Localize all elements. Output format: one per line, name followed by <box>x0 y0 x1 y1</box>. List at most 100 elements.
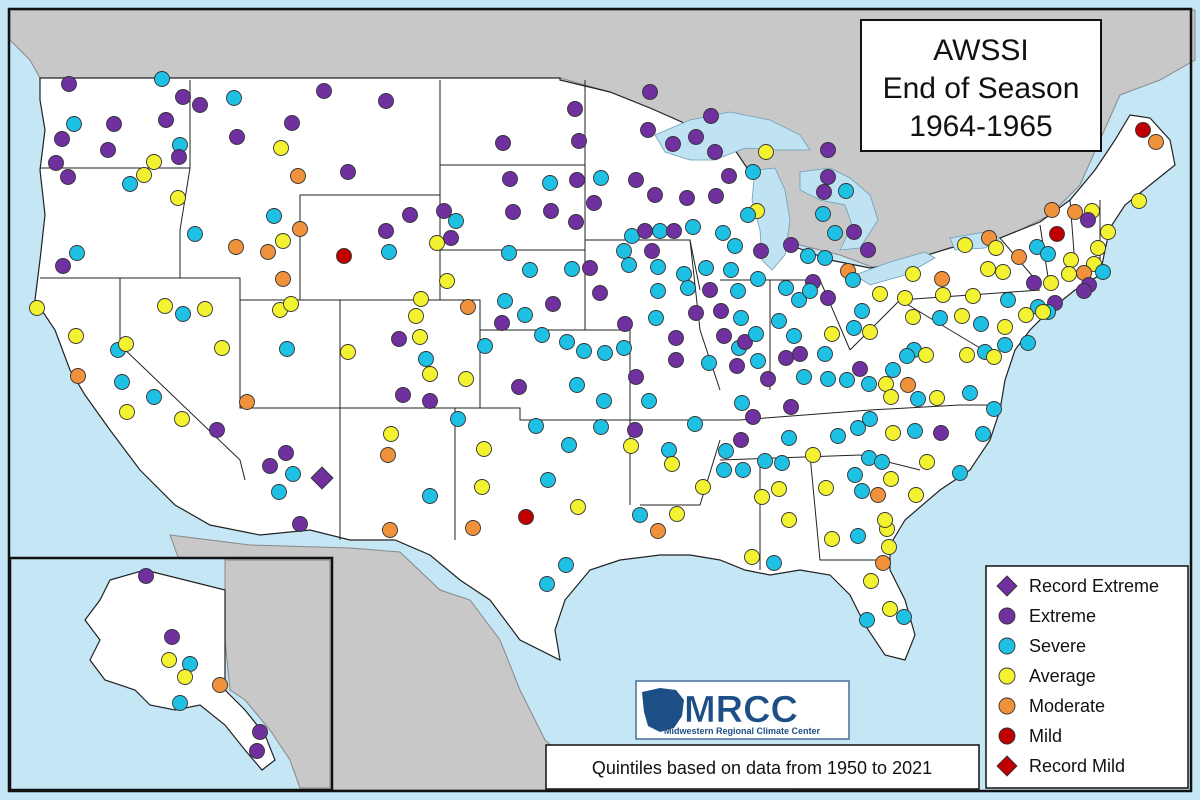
station-marker-extreme <box>617 316 633 332</box>
mrcc-logo: MRCC Midwestern Regional Climate Center <box>635 680 850 740</box>
midwest-map-icon <box>642 688 684 732</box>
station-marker-severe <box>1095 264 1111 280</box>
station-marker-average <box>439 273 455 289</box>
station-markers <box>29 71 1164 759</box>
station-marker-moderate <box>212 677 228 693</box>
station-marker-average <box>1043 275 1059 291</box>
legend-swatch-record-extreme <box>996 575 1018 597</box>
station-marker-severe <box>187 226 203 242</box>
station-marker-moderate <box>1011 249 1027 265</box>
station-marker-extreme <box>1076 283 1092 299</box>
station-marker-severe <box>501 245 517 261</box>
station-marker-severe <box>838 183 854 199</box>
station-marker-extreme <box>171 149 187 165</box>
station-marker-average <box>1061 266 1077 282</box>
station-marker-severe <box>534 327 550 343</box>
station-marker-severe <box>997 337 1013 353</box>
station-marker-average <box>744 549 760 565</box>
station-marker-severe <box>279 341 295 357</box>
station-marker-average <box>669 506 685 522</box>
station-marker-severe <box>839 372 855 388</box>
title-line-3: 1964-1965 <box>909 110 1052 143</box>
station-marker-severe <box>146 389 162 405</box>
station-marker-extreme <box>783 237 799 253</box>
station-marker-severe <box>830 428 846 444</box>
station-marker-average <box>935 287 951 303</box>
station-marker-severe <box>661 442 677 458</box>
station-marker-moderate <box>382 522 398 538</box>
station-marker-average <box>781 512 797 528</box>
station-marker-severe <box>735 462 751 478</box>
station-marker-extreme <box>391 331 407 347</box>
station-marker-extreme <box>852 361 868 377</box>
station-marker-severe <box>986 401 1002 417</box>
station-marker-average <box>413 291 429 307</box>
station-marker-average <box>570 499 586 515</box>
station-marker-average <box>174 411 190 427</box>
station-marker-extreme <box>644 243 660 259</box>
station-marker-severe <box>621 257 637 273</box>
station-marker-extreme <box>721 168 737 184</box>
station-marker-severe <box>652 223 668 239</box>
station-marker-extreme <box>494 315 510 331</box>
station-marker-extreme <box>100 142 116 158</box>
station-marker-moderate <box>239 394 255 410</box>
station-marker-extreme <box>567 101 583 117</box>
station-marker-severe <box>477 338 493 354</box>
station-marker-extreme <box>846 224 862 240</box>
station-marker-severe <box>820 371 836 387</box>
station-marker-severe <box>381 244 397 260</box>
station-marker-average <box>905 266 921 282</box>
station-marker-extreme <box>820 169 836 185</box>
station-marker-average <box>883 389 899 405</box>
station-marker-severe <box>528 418 544 434</box>
station-marker-average <box>29 300 45 316</box>
station-marker-average <box>214 340 230 356</box>
station-marker-severe <box>698 260 714 276</box>
station-marker-average <box>905 309 921 325</box>
station-marker-moderate <box>460 299 476 315</box>
station-marker-extreme <box>252 724 268 740</box>
station-marker-severe <box>975 426 991 442</box>
station-marker-severe <box>771 313 787 329</box>
station-marker-extreme <box>637 223 653 239</box>
station-marker-severe <box>952 465 968 481</box>
station-marker-average <box>474 479 490 495</box>
station-marker-severe <box>907 423 923 439</box>
station-marker-extreme <box>138 568 154 584</box>
station-marker-severe <box>154 71 170 87</box>
legend-swatch-extreme <box>998 607 1016 625</box>
station-marker-severe <box>564 261 580 277</box>
station-marker-extreme <box>505 204 521 220</box>
station-marker-average <box>771 481 787 497</box>
station-marker-extreme <box>278 445 294 461</box>
station-marker-average <box>919 454 935 470</box>
station-marker-severe <box>774 455 790 471</box>
station-marker-moderate <box>1067 204 1083 220</box>
station-marker-severe <box>899 348 915 364</box>
station-marker-extreme <box>378 223 394 239</box>
station-marker-extreme <box>582 260 598 276</box>
station-marker-severe <box>910 391 926 407</box>
station-marker-severe <box>750 353 766 369</box>
station-marker-average <box>170 190 186 206</box>
station-marker-severe <box>450 411 466 427</box>
station-marker-extreme <box>760 371 776 387</box>
station-marker-extreme <box>316 83 332 99</box>
station-marker-extreme <box>816 184 832 200</box>
legend-label: Average <box>1029 666 1096 686</box>
station-marker-extreme <box>688 305 704 321</box>
station-marker-extreme <box>1026 275 1042 291</box>
station-marker-average <box>959 347 975 363</box>
station-marker-average <box>872 286 888 302</box>
station-marker-severe <box>175 306 191 322</box>
station-marker-extreme <box>158 112 174 128</box>
legend-label: Moderate <box>1029 696 1105 716</box>
station-marker-average <box>429 235 445 251</box>
station-marker-extreme <box>666 223 682 239</box>
station-marker-mild <box>1049 226 1065 242</box>
station-marker-average <box>929 390 945 406</box>
station-marker-severe <box>1000 292 1016 308</box>
station-marker-extreme <box>54 131 70 147</box>
